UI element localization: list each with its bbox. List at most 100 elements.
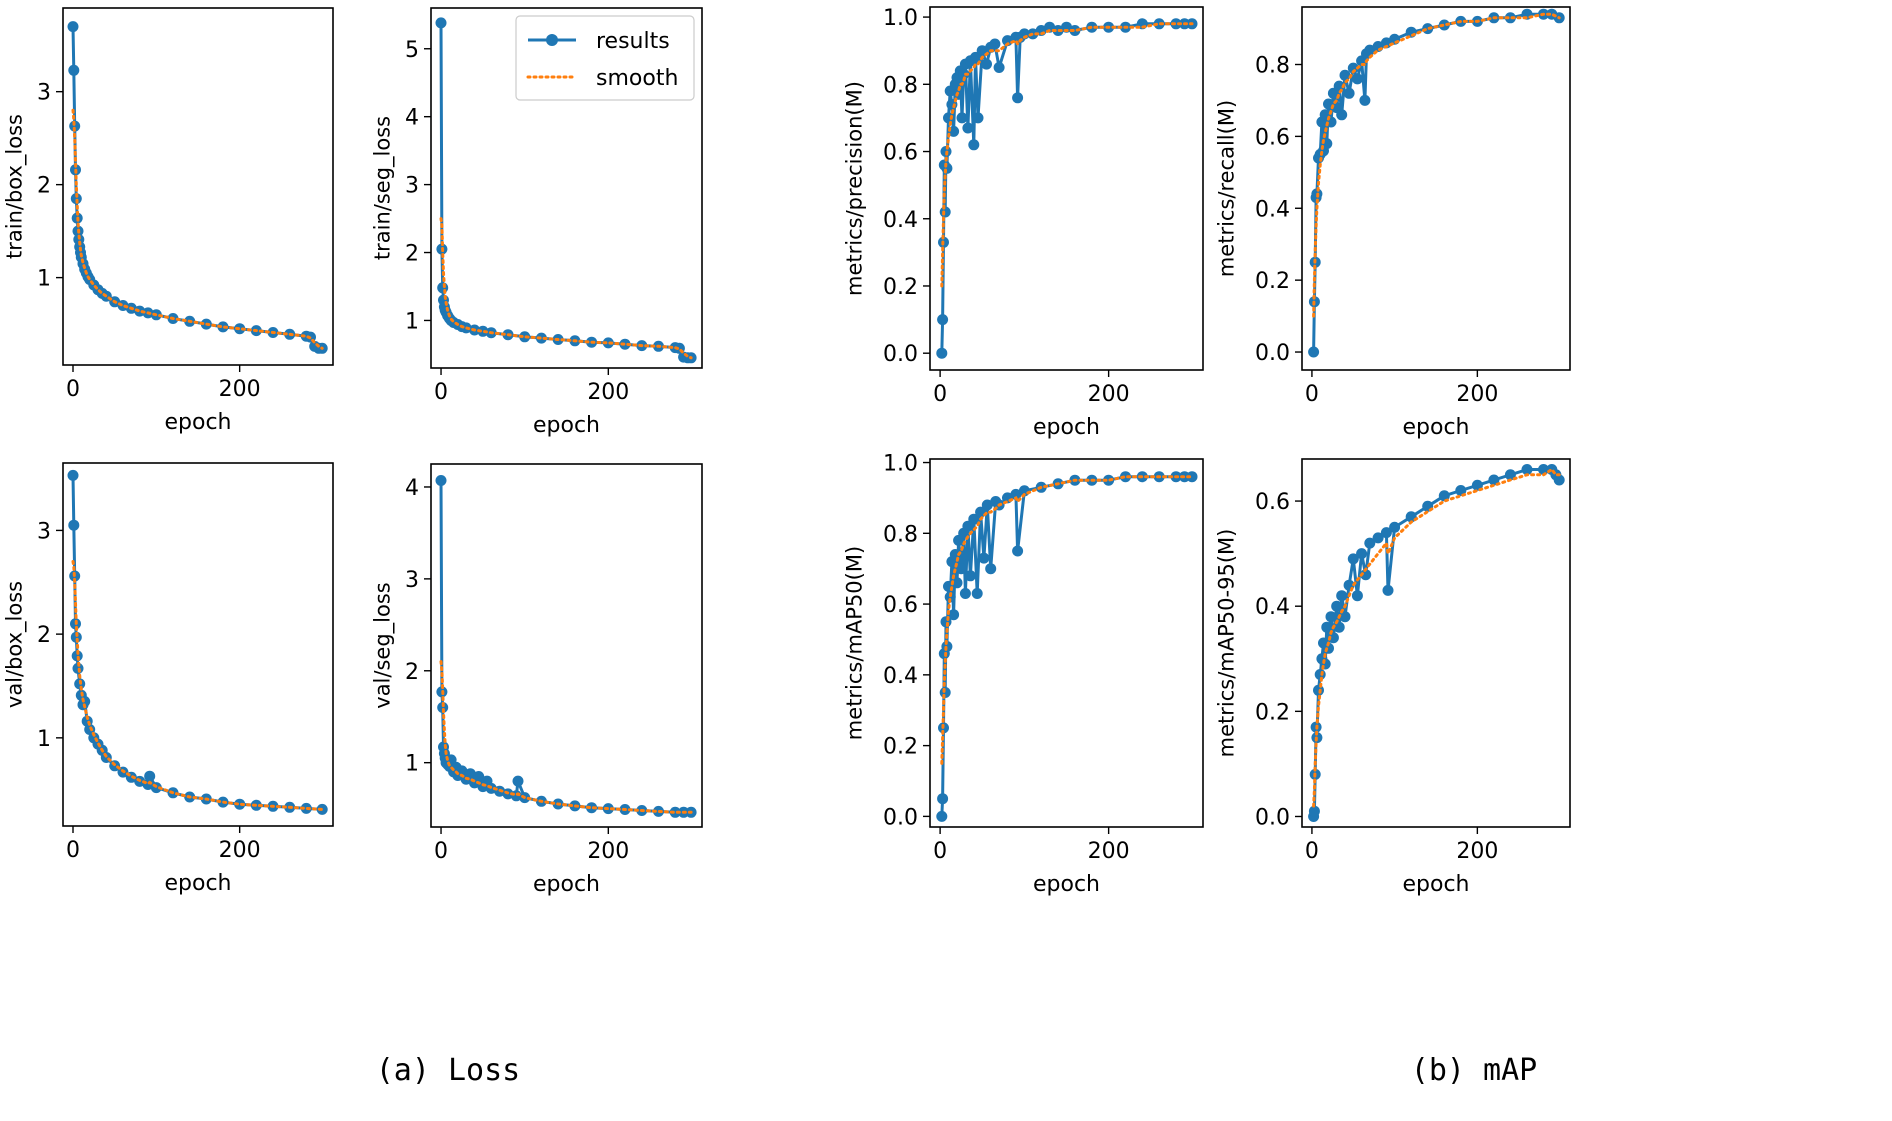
results-point	[602, 337, 614, 349]
y-axis-label: metrics/mAP50-95(M)	[1215, 529, 1239, 758]
y-axis-label: metrics/recall(M)	[1215, 100, 1239, 277]
smooth-line	[940, 475, 1194, 765]
results-point	[1360, 569, 1372, 581]
plot-area	[67, 21, 328, 354]
legend-box	[515, 15, 695, 101]
plot-area	[435, 17, 697, 364]
y-tick-label: 4	[405, 106, 419, 131]
results-point	[1012, 545, 1024, 557]
results-point	[1389, 521, 1401, 533]
y-axis-label: val/box_loss	[3, 581, 28, 708]
plot-area	[67, 469, 328, 815]
results-point	[1331, 600, 1343, 612]
results-point	[1504, 12, 1516, 24]
results-point	[972, 112, 984, 124]
results-point	[71, 650, 83, 662]
legend-smooth-label: smooth	[596, 66, 678, 91]
results-point	[968, 139, 980, 151]
results-point	[1380, 37, 1392, 49]
y-tick-label: 4	[405, 476, 419, 501]
results-point	[1002, 35, 1013, 47]
results-point	[1372, 532, 1384, 544]
axes-frame	[929, 458, 1204, 828]
chart-train-seg-loss: 0 200 1 2 3 4 5 epoch train/seg_loss results smoot…	[371, 7, 703, 438]
results-point	[971, 588, 983, 599]
y-tick-label: 0.2	[883, 275, 918, 300]
smooth-line	[71, 560, 324, 811]
results-point	[1061, 21, 1072, 33]
results-point	[1186, 471, 1198, 483]
results-point	[1339, 69, 1351, 81]
results-point	[1308, 346, 1320, 358]
smooth-line	[1312, 467, 1561, 808]
y-tick-label: 0.0	[883, 805, 918, 830]
results-point	[473, 771, 485, 782]
results-point	[1308, 805, 1320, 817]
results-point	[937, 314, 949, 326]
y-tick-label: 0.0	[1255, 341, 1290, 366]
y-tick-label: 0.8	[883, 73, 918, 98]
results-point	[1488, 474, 1500, 486]
x-tick-label: 200	[587, 839, 629, 864]
axes-frame	[62, 7, 334, 366]
y-tick-label: 0.0	[883, 342, 918, 367]
x-tick-label: 200	[1456, 382, 1498, 407]
x-tick-label: 200	[587, 380, 629, 405]
y-tick-label: 0.2	[883, 735, 918, 760]
y-tick-label: 3	[405, 174, 419, 199]
caption-map: (b) mAP	[1411, 1053, 1537, 1088]
y-axis-label: metrics/precision(M)	[843, 81, 867, 296]
chart-val-box-loss: 0 200 1 2 3 epoch val/box_loss	[3, 462, 334, 896]
results-point	[985, 563, 997, 575]
results-point	[1321, 621, 1333, 633]
caption-loss: (a) Loss	[376, 1053, 521, 1088]
results-point	[1351, 73, 1363, 85]
x-axis-label: epoch	[165, 410, 232, 435]
y-tick-label: 1	[37, 727, 51, 752]
x-tick-label: 200	[1088, 382, 1130, 407]
results-point	[435, 475, 447, 486]
x-axis-label: epoch	[1033, 872, 1100, 897]
x-axis-label: epoch	[1403, 415, 1470, 440]
x-axis-label: epoch	[1033, 415, 1100, 440]
results-point	[1538, 464, 1549, 475]
results-point	[964, 570, 976, 582]
results-point	[464, 768, 476, 780]
x-tick-label: 0	[933, 382, 947, 407]
x-tick-label: 200	[219, 377, 261, 402]
results-point	[1364, 537, 1376, 549]
results-point	[1336, 590, 1348, 602]
x-tick-label: 0	[1305, 839, 1319, 864]
y-tick-label: 2	[405, 242, 419, 267]
results-point	[69, 120, 81, 132]
legend-results-marker	[546, 34, 558, 46]
smooth-line	[1312, 12, 1561, 318]
results-point	[1339, 611, 1351, 623]
results-point	[477, 325, 489, 337]
axes-frame	[1301, 458, 1571, 828]
results-point	[144, 770, 156, 782]
y-tick-label: 0.6	[1255, 125, 1290, 150]
results-point	[1438, 490, 1450, 502]
results-point	[68, 519, 80, 531]
results-point	[1336, 109, 1348, 121]
plot-area	[1308, 464, 1565, 822]
chart-recall: 0 200 0.0 0.2 0.4 0.6 0.8 epoch metrics/recall(M…	[1215, 6, 1571, 440]
results-point	[981, 58, 992, 70]
results-point	[67, 469, 79, 481]
x-axis-label: epoch	[533, 872, 600, 897]
results-point	[968, 513, 980, 525]
x-axis-label: epoch	[165, 871, 232, 896]
results-point	[1347, 62, 1359, 74]
y-tick-label: 0.4	[1255, 197, 1290, 222]
smooth-line	[439, 217, 693, 360]
legend-results-label: results	[596, 29, 670, 54]
results-point	[1327, 632, 1339, 644]
x-tick-label: 200	[1088, 839, 1130, 864]
y-tick-label: 0.8	[1255, 54, 1290, 79]
results-point	[958, 68, 970, 80]
x-axis-label: epoch	[533, 413, 600, 438]
results-point	[512, 775, 524, 787]
chart-map50-95: 0 200 0.0 0.2 0.4 0.6 epoch metrics/mAP50-95(M)	[1215, 458, 1571, 897]
results-point	[993, 62, 1005, 73]
